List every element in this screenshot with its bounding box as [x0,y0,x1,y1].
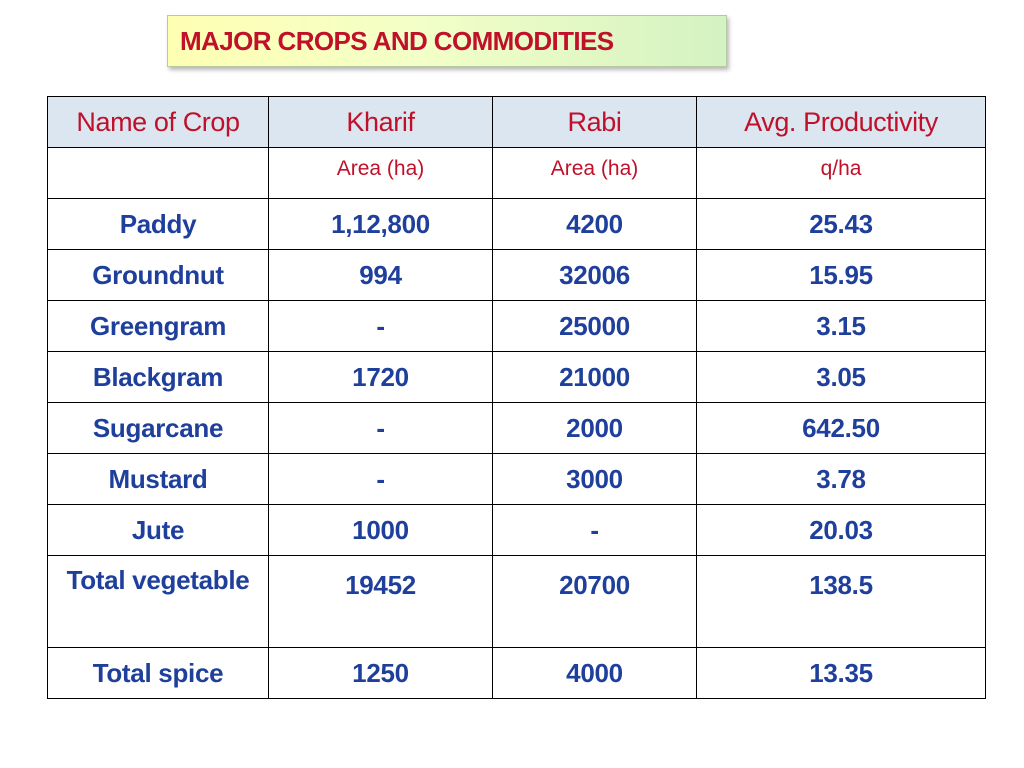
avg-productivity: 3.78 [696,453,986,505]
avg-productivity: 3.05 [696,351,986,403]
crop-name: Greengram [47,300,269,352]
table-row: Blackgram 1720 21000 3.05 [47,351,986,403]
rabi-area: 21000 [492,351,697,403]
avg-productivity: 3.15 [696,300,986,352]
subheader-crop-name [47,147,269,199]
rabi-area: 4000 [492,647,697,699]
table-row: Jute 1000 - 20.03 [47,504,986,556]
crops-table: Name of Crop Kharif Rabi Avg. Productivi… [47,96,986,699]
header-crop-name: Name of Crop [47,96,269,148]
rabi-area: 2000 [492,402,697,454]
kharif-area: - [268,453,493,505]
table-row: Total vegetable 19452 20700 138.5 [47,555,986,648]
kharif-area: - [268,402,493,454]
header-kharif: Kharif [268,96,493,148]
kharif-area: 1720 [268,351,493,403]
kharif-area: 1250 [268,647,493,699]
rabi-area: 25000 [492,300,697,352]
kharif-area: 994 [268,249,493,301]
crop-name: Total vegetable [47,555,269,648]
crop-name: Groundnut [47,249,269,301]
table-row: Paddy 1,12,800 4200 25.43 [47,198,986,250]
crop-name: Paddy [47,198,269,250]
page-title: MAJOR CROPS AND COMMODITIES [180,25,614,56]
table-row: Mustard - 3000 3.78 [47,453,986,505]
subheader-kharif-unit: Area (ha) [268,147,493,199]
crop-name: Sugarcane [47,402,269,454]
crop-name: Mustard [47,453,269,505]
kharif-area: 1,12,800 [268,198,493,250]
crop-name: Jute [47,504,269,556]
avg-productivity: 25.43 [696,198,986,250]
avg-productivity: 13.35 [696,647,986,699]
avg-productivity: 15.95 [696,249,986,301]
table-row: Sugarcane - 2000 642.50 [47,402,986,454]
table-row: Total spice 1250 4000 13.35 [47,647,986,699]
header-avg-productivity: Avg. Productivity [696,96,986,148]
rabi-area: 20700 [492,555,697,648]
title-box: MAJOR CROPS AND COMMODITIES [167,15,727,67]
subheader-rabi-unit: Area (ha) [492,147,697,199]
kharif-area: 19452 [268,555,493,648]
rabi-area: 32006 [492,249,697,301]
subheader-productivity-unit: q/ha [696,147,986,199]
table-header-row: Name of Crop Kharif Rabi Avg. Productivi… [47,96,986,148]
avg-productivity: 20.03 [696,504,986,556]
header-rabi: Rabi [492,96,697,148]
crop-name: Blackgram [47,351,269,403]
kharif-area: - [268,300,493,352]
rabi-area: 3000 [492,453,697,505]
table-row: Greengram - 25000 3.15 [47,300,986,352]
avg-productivity: 642.50 [696,402,986,454]
rabi-area: - [492,504,697,556]
kharif-area: 1000 [268,504,493,556]
table-row: Groundnut 994 32006 15.95 [47,249,986,301]
avg-productivity: 138.5 [696,555,986,648]
table-subheader-row: Area (ha) Area (ha) q/ha [47,147,986,199]
crop-name: Total spice [47,647,269,699]
rabi-area: 4200 [492,198,697,250]
